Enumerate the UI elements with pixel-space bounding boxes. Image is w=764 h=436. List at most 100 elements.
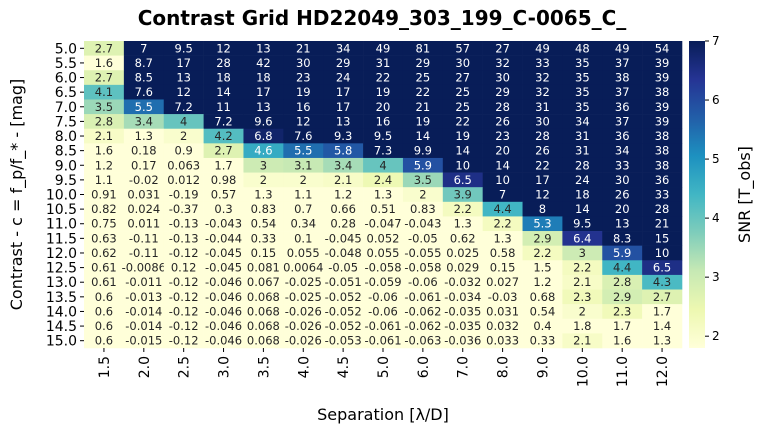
heatmap-cell (402, 99, 444, 115)
heatmap-cell (123, 201, 165, 217)
cell-value-label: 34 (575, 114, 590, 128)
heatmap-cell (203, 55, 244, 71)
heatmap-cell (522, 143, 563, 159)
cell-value-label: 18 (256, 71, 271, 85)
heatmap-cell (602, 70, 643, 86)
heatmap-cell (84, 55, 125, 71)
heatmap-cell (522, 245, 563, 261)
cell-value-label: 27 (495, 41, 510, 55)
heatmap-cell (323, 289, 364, 305)
cell-value-label: 0.031 (127, 188, 160, 202)
heatmap-cell (562, 260, 603, 276)
heatmap-cell (642, 318, 683, 334)
colorbar-tick-label: 3 (712, 270, 720, 284)
heatmap-cell (363, 333, 404, 349)
heatmap-cell (602, 187, 643, 203)
cell-value-label: 0.15 (490, 261, 516, 275)
cell-value-label: 26 (615, 188, 630, 202)
y-tick-label: 5.5 (55, 56, 77, 72)
heatmap-cell (123, 70, 165, 86)
cell-value-label: 9.5 (573, 217, 591, 231)
heatmap-cell (203, 143, 244, 159)
cell-value-label: 33 (655, 188, 670, 202)
cell-value-label: 7 (499, 188, 506, 202)
heatmap-cell (562, 55, 603, 71)
heatmap-cell (402, 84, 444, 100)
cell-value-label: 30 (455, 56, 470, 70)
cell-value-label: 0.33 (251, 231, 277, 245)
x-tick-label: 6.0 (416, 356, 432, 378)
heatmap-cell (482, 157, 523, 173)
cell-value-label: -0.12 (169, 334, 199, 348)
heatmap-cell (243, 114, 284, 130)
heatmap-cell (363, 304, 404, 320)
cell-value-label: 21 (416, 100, 431, 114)
cell-value-label: 2.2 (533, 246, 551, 260)
cell-value-label: 0.12 (171, 261, 197, 275)
cell-value-label: 2 (300, 173, 307, 187)
heatmap-cell (243, 304, 284, 320)
cell-value-label: 2.1 (95, 129, 113, 143)
cell-value-label: 4.3 (653, 275, 671, 289)
heatmap-cell (283, 274, 324, 290)
heatmap-cell (482, 245, 523, 261)
heatmap-cell (442, 157, 483, 173)
heatmap-cell (323, 304, 364, 320)
heatmap-cell (363, 289, 404, 305)
heatmap-cell (363, 114, 404, 130)
cell-value-label: -0.052 (325, 304, 362, 318)
cell-value-label: 26 (495, 114, 510, 128)
heatmap-cell (84, 70, 125, 86)
cell-value-label: -0.032 (444, 275, 481, 289)
heatmap-cell (84, 274, 125, 290)
heatmap-cell (84, 260, 125, 276)
heatmap-cell (602, 216, 643, 232)
cell-value-label: 6.8 (254, 129, 272, 143)
heatmap-cell (642, 201, 683, 217)
cell-value-label: 0.62 (91, 246, 117, 260)
heatmap-cell (402, 289, 444, 305)
cell-value-label: 0.62 (450, 231, 476, 245)
cell-value-label: 1.3 (135, 129, 153, 143)
cell-value-label: 39 (655, 100, 670, 114)
cell-value-label: 2.7 (95, 41, 113, 55)
heatmap-cell (442, 304, 483, 320)
y-tick-label: 9.0 (55, 158, 77, 174)
heatmap-cell (243, 216, 284, 232)
heatmap-cell (363, 187, 404, 203)
heatmap-cell (283, 318, 324, 334)
cell-value-label: 42 (256, 56, 271, 70)
cell-value-label: 0.3 (214, 202, 232, 216)
heatmap-cell (243, 172, 284, 188)
heatmap-cell (283, 333, 324, 349)
cell-value-label: 17 (336, 85, 351, 99)
heatmap-cell (363, 172, 404, 188)
cell-value-label: -0.045 (205, 246, 242, 260)
cell-value-label: -0.035 (444, 304, 481, 318)
heatmap-cell (203, 114, 244, 130)
heatmap-cell (602, 128, 643, 144)
colorbar (689, 41, 705, 348)
cell-value-label: 34 (615, 144, 630, 158)
cell-value-label: 1.1 (294, 188, 312, 202)
heatmap-cell (442, 114, 483, 130)
heatmap-cell (562, 99, 603, 115)
cell-value-label: 49 (535, 41, 550, 55)
heatmap-cell (602, 84, 643, 100)
cell-value-label: 29 (336, 56, 351, 70)
heatmap-cell (84, 99, 125, 115)
heatmap-cell (243, 99, 284, 115)
heatmap-cell (602, 318, 643, 334)
heatmap-cell (402, 201, 444, 217)
heatmap-cell (203, 333, 244, 349)
heatmap-cell (442, 260, 483, 276)
heatmap-cell (642, 260, 683, 276)
colorbar-tick-label: 5 (712, 152, 720, 166)
y-tick-label: 5.0 (55, 41, 77, 57)
heatmap-cell (283, 304, 324, 320)
cell-value-label: 33 (535, 56, 550, 70)
cell-value-label: 5.5 (294, 144, 312, 158)
cell-value-label: 0.34 (290, 217, 316, 231)
cell-value-label: 37 (615, 56, 630, 70)
heatmap-cell (203, 318, 244, 334)
